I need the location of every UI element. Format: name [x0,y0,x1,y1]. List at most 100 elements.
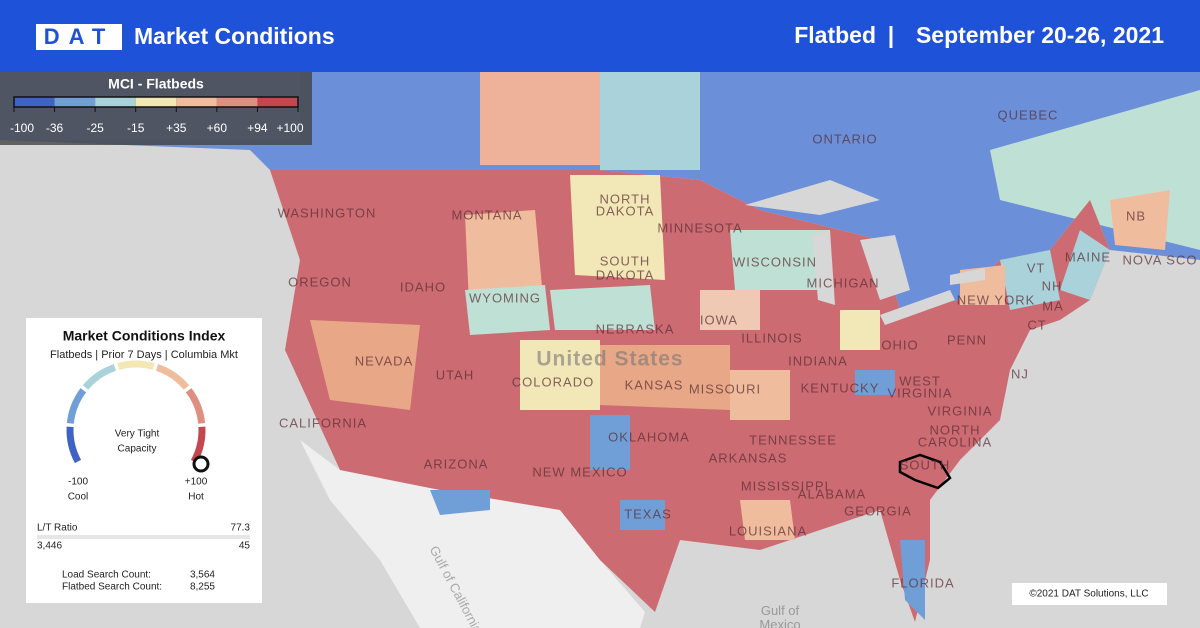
flatbed-search-value: 8,255 [190,582,215,593]
map-label: MISSISSIPPI [741,478,829,493]
gauge-segment [66,388,87,424]
map-label: ONTARIO [812,131,877,146]
legend-swatch [135,97,177,107]
map-label: NJ [1011,366,1029,381]
gauge-status: Capacity [118,444,157,455]
gauge-segment [117,360,155,370]
gauge-segment [82,364,117,390]
legend-tick-label: +100 [276,121,303,135]
water-label-line: Gulf of [761,603,800,618]
map-label: DAKOTA [596,203,655,218]
map-label: IDAHO [400,279,446,294]
gauge-min: -100 [68,477,88,488]
map-label: IOWA [700,312,738,327]
region [570,175,665,280]
copyright: ©2021 DAT Solutions, LLC [1029,589,1148,600]
legend-swatch [216,97,258,107]
map-label: LOUISIANA [729,523,807,538]
map-label: TEXAS [624,506,672,521]
lt-value: 77.3 [231,523,251,534]
canada-patch [1110,190,1170,250]
map-label: UTAH [436,367,474,382]
map-label: MICHIGAN [807,275,880,290]
logo-box [36,24,122,50]
lake [860,235,910,300]
region [840,310,880,350]
map-label: CT [1027,317,1046,332]
gauge-segment [66,426,82,464]
map-label: NORTH [600,191,651,206]
region [900,540,925,620]
region [430,490,490,515]
map-label: VIRGINIA [927,403,992,418]
map-label: ALABAMA [798,486,866,501]
map-label: WEST [899,373,941,388]
map-label: VT [1027,260,1046,275]
legend-title: MCI - Flatbeds [108,76,204,92]
legend-swatch [176,97,217,107]
map-label: WASHINGTON [278,205,377,220]
region [855,370,895,395]
map-label: NEW YORK [957,292,1036,307]
logo: DAT [44,24,115,49]
map-label: VIRGINIA [887,385,952,400]
region [465,285,550,335]
map-label: ARKANSAS [709,450,788,465]
mexico [300,440,645,628]
lt-loads: 3,446 [37,541,62,552]
map-label: MISSOURI [689,381,761,396]
map-label: MINNESOTA [657,220,742,235]
map-label: NORTH [930,422,981,437]
map-label: OREGON [288,274,352,289]
region [620,500,665,530]
map-label: KENTUCKY [801,380,880,395]
gauge-marker [192,455,210,473]
legend-frame [13,96,299,108]
region [310,320,420,410]
water-label-line: Mexico [759,617,800,628]
map-label: MA [1042,298,1064,313]
map-label: OKLAHOMA [608,429,690,444]
gauge-segment [155,364,190,390]
date-range: September 20-26, 2021 [916,22,1164,48]
region [590,415,630,470]
lt-label: L/T Ratio [37,523,78,534]
legend-swatch [14,97,55,107]
map-label: DAKOTA [596,267,655,282]
legend-panel [0,72,312,145]
card-subtitle: Flatbeds | Prior 7 Days | Columbia Mkt [50,349,238,361]
map-label: NEBRASKA [596,321,675,336]
region [520,340,600,410]
map-label: WYOMING [469,290,541,305]
map-label: ILLINOIS [741,330,802,345]
separator: | [888,22,894,48]
map-label: SOUTH [600,253,651,268]
canada-patch [600,72,700,170]
gauge-segment [185,388,206,424]
map-label: MONTANA [451,207,522,222]
legend-swatch [95,97,136,107]
gauge-min-name: Cool [68,492,89,503]
map-label: CAROLINA [918,434,992,449]
lake [880,290,955,325]
card-title: Market Conditions Index [63,328,226,344]
map-label: COLORADO [512,374,594,389]
load-search-value: 3,564 [190,570,215,581]
map-label: OHIO [881,337,918,352]
lt-bar [37,535,250,539]
map-label: WISCONSIN [733,254,817,269]
region [600,345,730,410]
region [700,290,760,330]
map-label: PENN [947,332,987,347]
equipment: Flatbed [794,22,876,48]
region [730,230,830,290]
region [550,285,655,330]
canada-patch [480,72,605,165]
market-outline [898,453,952,490]
legend-tick-label: -15 [127,121,145,135]
legend-tick-label: +35 [166,121,187,135]
legend-tick-label: -36 [46,121,64,135]
